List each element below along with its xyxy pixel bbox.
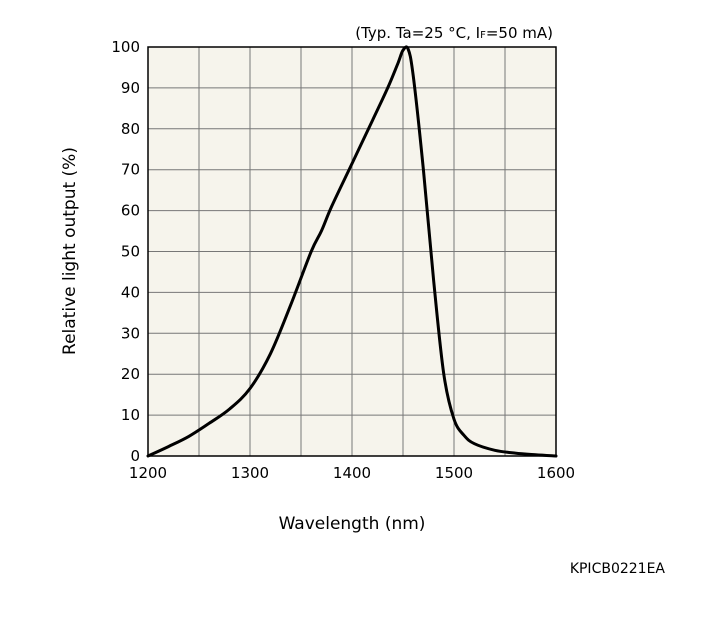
y-tick-label: 70 [121, 161, 140, 179]
tick-labels: 1200 1300 1400 1500 1600 0 10 20 30 40 50 60 70 80 90 1… [111, 38, 575, 482]
y-tick-label: 60 [121, 202, 140, 220]
x-tick-label: 1500 [435, 464, 473, 482]
x-tick-label: 1200 [129, 464, 167, 482]
figure-code: KPICB0221EA [570, 561, 666, 577]
y-tick-label: 80 [121, 120, 140, 138]
x-tick-label: 1600 [537, 464, 575, 482]
series-line [146, 45, 558, 458]
conditions-subscript: F [480, 30, 486, 41]
y-tick-label: 100 [111, 38, 140, 56]
y-tick-label: 90 [121, 79, 140, 97]
y-tick-label: 10 [121, 406, 140, 424]
conditions-prefix: (Typ. Ta=25 °C, I [355, 24, 480, 42]
y-tick-label: 40 [121, 283, 140, 301]
conditions-label: (Typ. Ta=25 °C, IF=50 mA) [355, 24, 553, 42]
y-tick-label: 20 [121, 365, 140, 383]
y-tick-label: 0 [130, 447, 140, 465]
plot-frame [147, 46, 557, 457]
x-axis-label: Wavelength (nm) [279, 514, 426, 534]
y-axis-label: Relative light output (%) [60, 147, 80, 355]
y-tick-label: 30 [121, 324, 140, 342]
x-tick-label: 1300 [231, 464, 269, 482]
x-tick-label: 1400 [333, 464, 371, 482]
conditions-suffix: =50 mA) [486, 24, 553, 42]
y-tick-label: 50 [121, 243, 140, 261]
